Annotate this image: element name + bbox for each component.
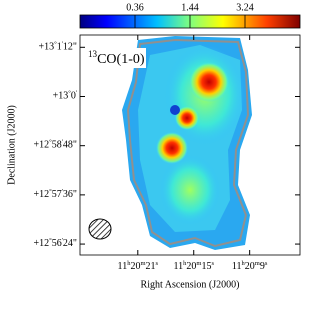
x-tick-label: 11h20m9s	[232, 260, 268, 272]
annotation: 13CO(1-0)	[88, 49, 145, 67]
y-axis-label: Declination (J2000)	[6, 105, 17, 185]
y-tick-label: +12°58'48"	[33, 139, 77, 151]
annotation-box	[86, 48, 146, 68]
colorbar-tick-label: 3.24	[236, 2, 254, 13]
colorbar-tick-label: 0.36	[126, 2, 144, 13]
x-tick-label: 11h20m15s	[173, 260, 214, 272]
plot-frame	[79, 34, 301, 256]
y-tick-label: +12°56'24"	[33, 237, 77, 249]
y-tick-label: +12°57'36"	[33, 188, 77, 200]
emission-map	[122, 36, 252, 250]
colorbar-tick-label: 1.44	[181, 2, 199, 13]
x-axis-label: Right Ascension (J2000)	[141, 279, 240, 290]
x-tick-label: 11h20m21s	[118, 260, 159, 272]
beam	[88, 218, 112, 240]
y-tick-label: +13°1'12"	[38, 40, 77, 52]
y-tick-label: +13°0'	[53, 89, 77, 101]
